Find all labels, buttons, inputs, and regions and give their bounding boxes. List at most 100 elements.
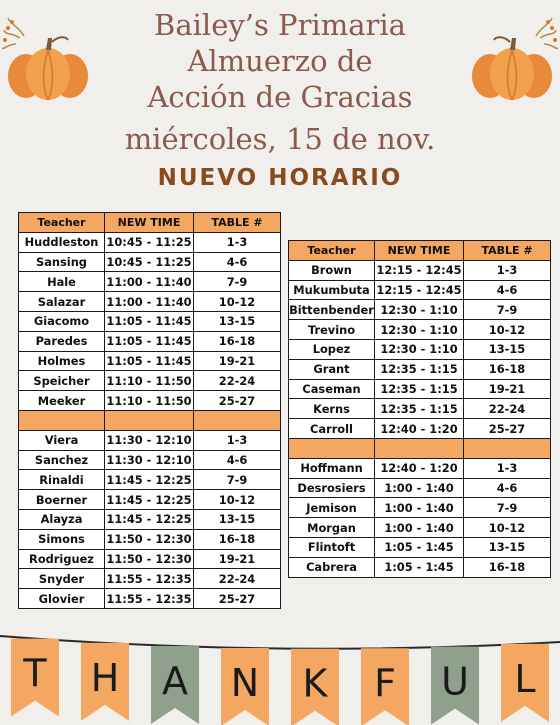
cell-teacher: Jemison: [288, 497, 375, 519]
table-row: Speicher 11:10 - 11:50 22-24: [18, 370, 281, 392]
banner-letter: N: [231, 661, 259, 705]
cell-time: 11:00 - 11:40: [104, 271, 194, 293]
table-row: Rinaldi 11:45 - 12:25 7-9: [18, 469, 281, 491]
cell-time: 11:05 - 11:45: [104, 310, 194, 332]
header-teacher: Teacher: [288, 240, 375, 261]
cell-time: 11:30 - 12:10: [104, 449, 194, 471]
table-row: Huddleston 10:45 - 11:25 1-3: [18, 231, 281, 253]
banner-string: [0, 635, 560, 650]
table-row: Viera 11:30 - 12:10 1-3: [18, 429, 281, 451]
cell-table: 7-9: [463, 299, 551, 321]
cell-time: 11:55 - 12:35: [104, 588, 194, 609]
cell-table: 16-18: [193, 528, 281, 550]
left-schedule-table: Teacher NEW TIME TABLE # Huddleston 10:45…: [18, 212, 281, 609]
cell-table: 25-27: [193, 390, 281, 411]
cell-teacher: Trevino: [288, 319, 375, 340]
cell-time: 12:30 - 1:10: [374, 299, 464, 321]
cell-table: 25-27: [463, 418, 551, 439]
cell-time: 11:45 - 12:25: [104, 508, 194, 530]
cell-time: 11:10 - 11:50: [104, 390, 194, 411]
right-table-body: Brown 12:15 - 12:45 1-3 Mukumbuta 12:15 - 12…: [288, 259, 551, 578]
table-row: Giacomo 11:05 - 11:45 13-15: [18, 310, 281, 332]
table-row: Boerner 11:45 - 12:25 10-12: [18, 489, 281, 510]
left-table-body: Huddleston 10:45 - 11:25 1-3 Sansing 10:45 -…: [18, 231, 281, 609]
cell-table: 10-12: [463, 319, 551, 340]
group-separator-row: [288, 437, 551, 459]
cell-table: 10-12: [193, 291, 281, 312]
table-row: Lopez 12:30 - 1:10 13-15: [288, 338, 551, 360]
cell-teacher: Holmes: [18, 350, 105, 372]
cell-table: 7-9: [463, 497, 551, 519]
cell-teacher: Bittenbender: [288, 299, 375, 321]
header-table: TABLE #: [193, 212, 281, 233]
cell-time: 11:45 - 12:25: [104, 489, 194, 510]
cell-time: 1:00 - 1:40: [374, 517, 464, 538]
cell-table: 7-9: [193, 469, 281, 491]
table-row: Hale 11:00 - 11:40 7-9: [18, 271, 281, 293]
pumpkin-left-icon: [2, 17, 88, 101]
cell-table: 25-27: [193, 588, 281, 609]
banner-flag: [11, 638, 59, 717]
cell-time: 12:15 - 12:45: [374, 279, 464, 301]
cell-teacher: Huddleston: [18, 231, 105, 253]
right-schedule-table: Teacher NEW TIME TABLE # Brown 12:15 - 12…: [288, 240, 551, 578]
cell-table: 19-21: [463, 378, 551, 400]
cell-table: 16-18: [463, 556, 551, 578]
table-row: Glovier 11:55 - 12:35 25-27: [18, 588, 281, 609]
cell-teacher: Lopez: [288, 338, 375, 360]
cell-time: 12:30 - 1:10: [374, 319, 464, 340]
cell-time: 1:00 - 1:40: [374, 477, 464, 499]
table-row: Caseman 12:35 - 1:15 19-21: [288, 378, 551, 400]
separator-cell: [193, 409, 281, 431]
table-row: Trevino 12:30 - 1:10 10-12: [288, 319, 551, 340]
cell-time: 12:35 - 1:15: [374, 358, 464, 380]
table-row: Meeker 11:10 - 11:50 25-27: [18, 390, 281, 411]
cell-time: 12:15 - 12:45: [374, 259, 464, 281]
table-row: Flintoft 1:05 - 1:45 13-15: [288, 536, 551, 558]
banner-letter: F: [374, 661, 396, 705]
cell-table: 4-6: [463, 279, 551, 301]
cell-teacher: Glovier: [18, 588, 105, 609]
cell-teacher: Alayza: [18, 508, 105, 530]
cell-time: 12:30 - 1:10: [374, 338, 464, 360]
table-header-row: Teacher NEW TIME TABLE #: [288, 240, 551, 261]
cell-time: 1:05 - 1:45: [374, 536, 464, 558]
table-row: Grant 12:35 - 1:15 16-18: [288, 358, 551, 380]
banner-flag: [291, 648, 339, 725]
table-row: Desrosiers 1:00 - 1:40 4-6: [288, 477, 551, 499]
cell-table: 19-21: [193, 548, 281, 570]
separator-cell: [18, 409, 105, 431]
cell-time: 11:50 - 12:30: [104, 548, 194, 570]
header-table: TABLE #: [463, 240, 551, 261]
table-row: Snyder 11:55 - 12:35 22-24: [18, 568, 281, 590]
banner-letter: T: [22, 652, 47, 696]
cell-time: 11:10 - 11:50: [104, 370, 194, 392]
table-row: Carroll 12:40 - 1:20 25-27: [288, 418, 551, 439]
header-teacher: Teacher: [18, 212, 105, 233]
banner-flag: [361, 648, 409, 725]
separator-cell: [288, 437, 375, 459]
banner-flag: [151, 646, 199, 725]
table-row: Brown 12:15 - 12:45 1-3: [288, 259, 551, 281]
title-line-1: Bailey’s Primaria: [154, 8, 406, 42]
title-line-3: Acción de Gracias: [147, 80, 413, 114]
cell-teacher: Rinaldi: [18, 469, 105, 491]
cell-time: 10:45 - 11:25: [104, 251, 194, 273]
cell-teacher: Sanchez: [18, 449, 105, 471]
cell-table: 10-12: [463, 517, 551, 538]
cell-teacher: Kerns: [288, 398, 375, 420]
cell-table: 22-24: [193, 370, 281, 392]
cell-teacher: Salazar: [18, 291, 105, 312]
header-time: NEW TIME: [374, 240, 464, 261]
cell-table: 1-3: [193, 429, 281, 451]
cell-table: 7-9: [193, 271, 281, 293]
cell-teacher: Hoffmann: [288, 457, 375, 479]
cell-table: 13-15: [193, 508, 281, 530]
separator-cell: [463, 437, 551, 459]
banner-letter: U: [441, 660, 469, 704]
cell-time: 11:45 - 12:25: [104, 469, 194, 491]
cell-teacher: Brown: [288, 259, 375, 281]
banner-letter: K: [303, 662, 329, 706]
cell-time: 11:05 - 11:45: [104, 330, 194, 352]
cell-table: 16-18: [193, 330, 281, 352]
